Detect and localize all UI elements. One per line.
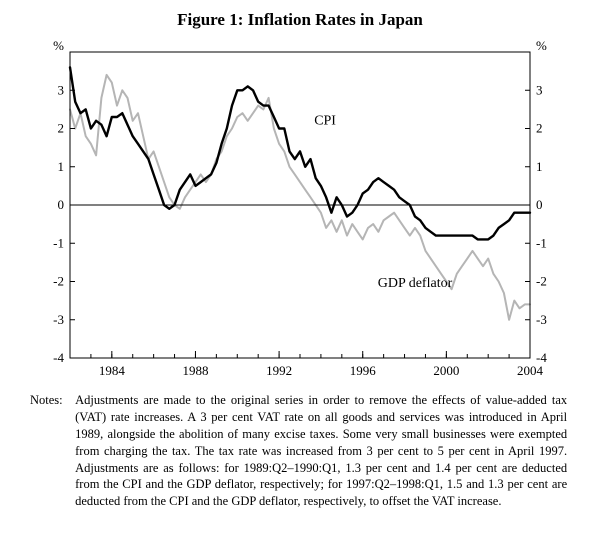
x-tick-label: 1996 — [350, 363, 377, 378]
figure-page: Figure 1: Inflation Rates in Japan -4-4-… — [0, 0, 600, 541]
y-left-unit: % — [53, 38, 64, 53]
y-left-tick-label: -1 — [53, 235, 64, 250]
x-tick-label: 1988 — [182, 363, 208, 378]
y-right-unit: % — [536, 38, 547, 53]
y-left-tick-label: -3 — [53, 312, 64, 327]
y-left-tick-label: -2 — [53, 274, 64, 289]
y-right-tick-label: 0 — [536, 197, 543, 212]
y-left-tick-label: 3 — [58, 82, 65, 97]
cpi-label: CPI — [314, 114, 336, 129]
figure-title: Figure 1: Inflation Rates in Japan — [30, 10, 570, 30]
line-chart: -4-4-3-3-2-2-1-100112233%%19841988199219… — [30, 34, 570, 384]
x-tick-label: 2000 — [433, 363, 459, 378]
y-right-tick-label: -2 — [536, 274, 547, 289]
notes-label: Notes: — [30, 392, 72, 409]
y-right-tick-label: -1 — [536, 235, 547, 250]
notes-body: Adjustments are made to the original ser… — [75, 392, 567, 510]
y-left-tick-label: -4 — [53, 350, 64, 365]
gdp-deflator-label: GDP deflator — [378, 276, 453, 291]
y-left-tick-label: 2 — [58, 121, 65, 136]
y-right-tick-label: -3 — [536, 312, 547, 327]
x-tick-label: 1984 — [99, 363, 126, 378]
x-tick-label: 2004 — [517, 363, 544, 378]
y-right-tick-label: 3 — [536, 82, 543, 97]
y-left-tick-label: 1 — [58, 159, 65, 174]
x-tick-label: 1992 — [266, 363, 292, 378]
y-right-tick-label: 1 — [536, 159, 543, 174]
y-right-tick-label: 2 — [536, 121, 543, 136]
y-left-tick-label: 0 — [58, 197, 65, 212]
chart-container: -4-4-3-3-2-2-1-100112233%%19841988199219… — [30, 34, 570, 384]
figure-notes: Notes: Adjustments are made to the origi… — [30, 392, 570, 510]
